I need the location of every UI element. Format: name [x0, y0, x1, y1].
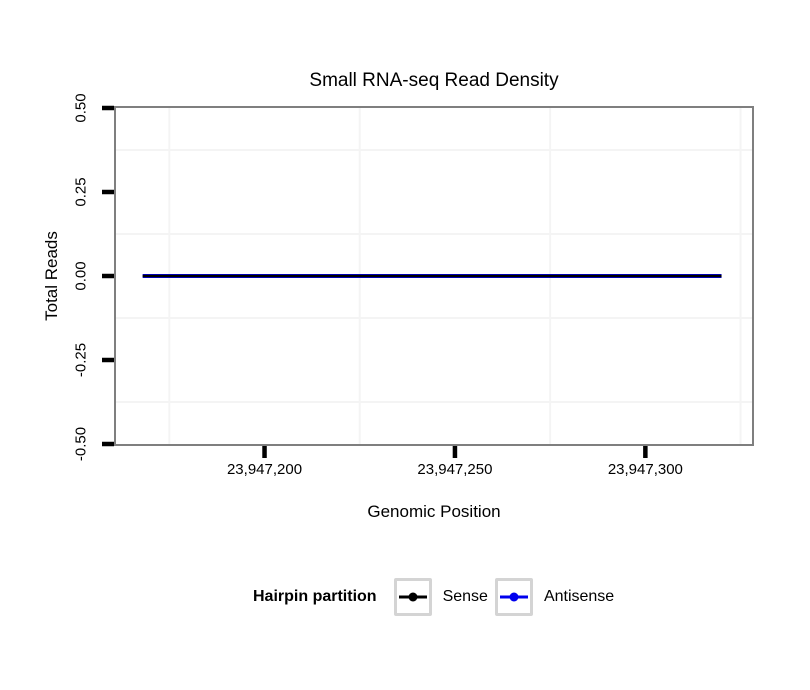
legend-label-antisense: Antisense [543, 588, 615, 605]
legend: Hairpin partition Sense Antisense [253, 578, 614, 616]
x-tick-label: 23,947,200 [226, 461, 303, 478]
y-tick-label: 0.00 [72, 261, 90, 291]
y-axis-title: Total Reads [42, 231, 61, 321]
legend-label-sense: Sense [442, 588, 488, 605]
y-tick-label: -0.25 [72, 342, 90, 378]
legend-item-antisense: Antisense [494, 578, 615, 616]
y-tick-label: -0.50 [72, 426, 90, 462]
legend-item-sense: Sense [393, 578, 488, 616]
chart-title: Small RNA-seq Read Density [309, 70, 559, 91]
x-axis-title: Genomic Position [367, 502, 501, 521]
y-tick-label: 0.25 [72, 177, 90, 207]
y-tick-label: 0.50 [72, 93, 90, 123]
legend-title: Hairpin partition [253, 588, 377, 605]
x-tick-label: 23,947,300 [607, 461, 683, 478]
sense-line-key-icon [393, 578, 432, 616]
panel-border [114, 106, 754, 446]
x-tick-label: 23,947,250 [417, 461, 493, 478]
antisense-line-key-icon [494, 578, 533, 616]
